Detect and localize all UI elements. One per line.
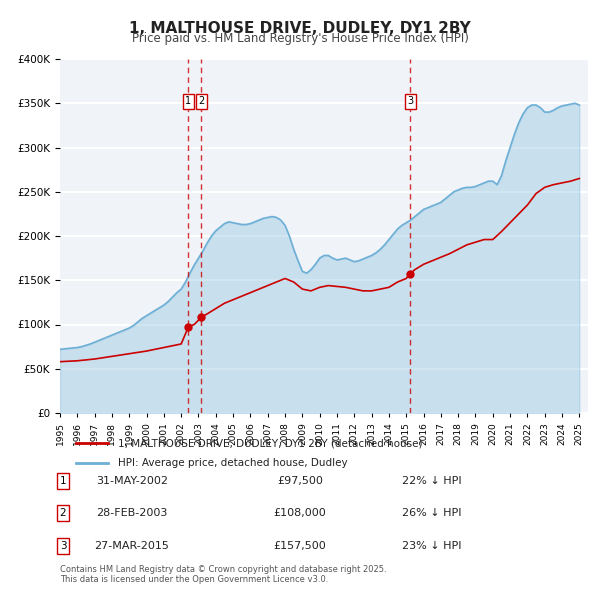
Text: 3: 3	[59, 541, 67, 550]
Text: Price paid vs. HM Land Registry's House Price Index (HPI): Price paid vs. HM Land Registry's House …	[131, 32, 469, 45]
Text: 3: 3	[407, 97, 413, 106]
Text: 1, MALTHOUSE DRIVE, DUDLEY, DY1 2BY (detached house): 1, MALTHOUSE DRIVE, DUDLEY, DY1 2BY (det…	[118, 438, 422, 448]
Text: 27-MAR-2015: 27-MAR-2015	[95, 541, 169, 550]
Text: 2: 2	[59, 509, 67, 518]
Text: 26% ↓ HPI: 26% ↓ HPI	[402, 509, 462, 518]
Text: 1, MALTHOUSE DRIVE, DUDLEY, DY1 2BY: 1, MALTHOUSE DRIVE, DUDLEY, DY1 2BY	[129, 21, 471, 35]
Text: 28-FEB-2003: 28-FEB-2003	[97, 509, 167, 518]
Text: HPI: Average price, detached house, Dudley: HPI: Average price, detached house, Dudl…	[118, 458, 348, 467]
Text: 1: 1	[59, 476, 67, 486]
Text: 23% ↓ HPI: 23% ↓ HPI	[402, 541, 462, 550]
Text: £97,500: £97,500	[277, 476, 323, 486]
Text: £157,500: £157,500	[274, 541, 326, 550]
Text: Contains HM Land Registry data © Crown copyright and database right 2025.
This d: Contains HM Land Registry data © Crown c…	[60, 565, 386, 584]
Text: 31-MAY-2002: 31-MAY-2002	[96, 476, 168, 486]
Text: 22% ↓ HPI: 22% ↓ HPI	[402, 476, 462, 486]
Text: £108,000: £108,000	[274, 509, 326, 518]
Text: 2: 2	[198, 97, 205, 106]
Text: 1: 1	[185, 97, 191, 106]
